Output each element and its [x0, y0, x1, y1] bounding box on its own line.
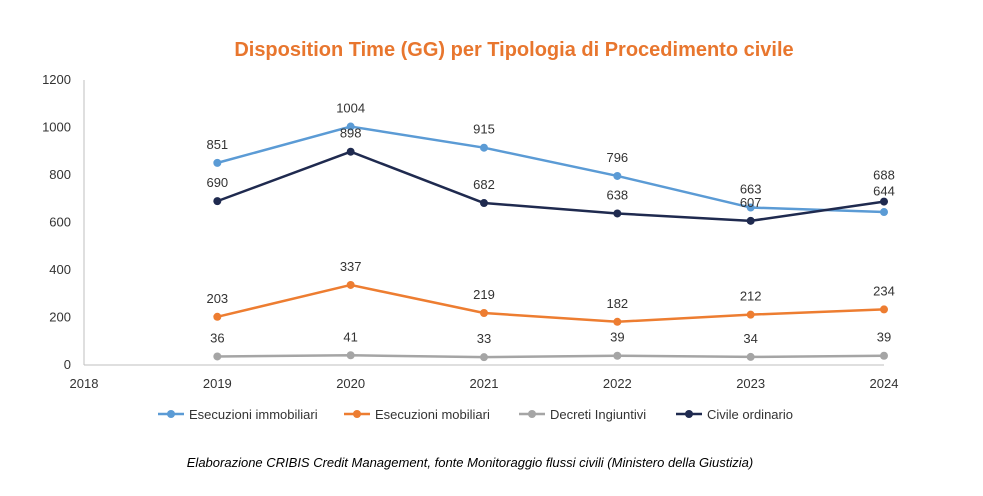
legend-item-esecuzioni-immobiliari: Esecuzioni immobiliari: [158, 407, 318, 422]
legend-label: Esecuzioni immobiliari: [189, 407, 318, 422]
legend-label: Decreti Ingiuntivi: [550, 407, 646, 422]
data-label: 41: [343, 329, 357, 344]
legend-swatch-marker: [353, 410, 361, 418]
data-label: 39: [610, 330, 624, 345]
data-point: [880, 197, 888, 206]
data-label: 682: [473, 177, 495, 192]
data-label: 644: [873, 184, 895, 199]
data-point: [213, 197, 222, 206]
data-point: [746, 203, 755, 212]
data-point: [213, 352, 222, 361]
y-tick-label: 0: [64, 357, 71, 372]
series-layer: [213, 122, 888, 362]
data-point: [613, 209, 622, 218]
data-label: 898: [340, 126, 362, 141]
data-point: [346, 122, 355, 131]
data-label: 219: [473, 287, 495, 302]
data-label: 638: [606, 187, 628, 202]
y-tick-label: 1200: [42, 72, 71, 87]
data-label: 33: [477, 331, 491, 346]
legend-label: Civile ordinario: [707, 407, 793, 422]
data-point: [213, 312, 222, 321]
data-labels: 851 1004 915 796 663 644 203 337 219 182 212 234 36 4…: [206, 101, 894, 347]
data-point: [880, 351, 888, 360]
data-label: 688: [873, 168, 895, 183]
data-point: [880, 305, 888, 314]
data-point: [480, 308, 488, 317]
data-label: 34: [743, 331, 757, 346]
data-point: [480, 353, 488, 362]
legend-swatch-marker: [528, 410, 536, 418]
legend: Esecuzioni immobiliari Esecuzioni mobilia…: [158, 407, 793, 422]
legend-item-civile-ordinario: Civile ordinario: [676, 407, 793, 422]
y-tick-label: 800: [49, 167, 71, 182]
data-point: [880, 208, 888, 217]
data-label: 851: [206, 137, 228, 152]
data-point: [213, 158, 222, 167]
data-label: 607: [740, 195, 762, 210]
data-label: 212: [740, 289, 762, 304]
data-point: [346, 147, 355, 156]
data-point: [746, 352, 755, 361]
x-tick-label: 2018: [70, 376, 99, 391]
series-line: [216, 150, 886, 223]
series-civile-ordinario: [213, 147, 888, 225]
y-tick-label: 200: [49, 310, 71, 325]
x-tick-label: 2022: [603, 376, 632, 391]
data-label: 663: [740, 182, 762, 197]
data-point: [346, 280, 355, 289]
data-point: [613, 317, 622, 326]
data-label: 690: [206, 175, 228, 190]
y-tick-label: 400: [49, 262, 71, 277]
data-label: 337: [340, 259, 362, 274]
x-tick-label: 2019: [203, 376, 232, 391]
legend-item-decreti-ingiuntivi: Decreti Ingiuntivi: [519, 407, 646, 422]
data-label: 796: [606, 150, 628, 165]
legend-swatch-marker: [685, 410, 693, 418]
chart-title: Disposition Time (GG) per Tipologia di P…: [234, 39, 793, 61]
series-line: [216, 283, 886, 324]
series-line: [216, 354, 886, 359]
data-label: 182: [606, 296, 628, 311]
data-label: 203: [206, 291, 228, 306]
x-tick-label: 2024: [870, 376, 899, 391]
series-line: [216, 125, 886, 214]
y-tick-label: 1000: [42, 120, 71, 135]
series-decreti-ingiuntivi: [213, 351, 888, 362]
axes: 0 200 400 600 800 1000 1200 2018 2019 2020 2021 202…: [42, 72, 898, 391]
data-label: 1004: [336, 101, 365, 116]
series-esecuzioni-mobiliari: [213, 280, 888, 326]
x-tick-label: 2021: [470, 376, 499, 391]
y-tick-label: 600: [49, 215, 71, 230]
x-tick-label: 2023: [736, 376, 765, 391]
data-point: [346, 351, 355, 360]
data-point: [613, 171, 622, 180]
x-tick-label: 2020: [336, 376, 365, 391]
data-label: 36: [210, 330, 224, 345]
legend-label: Esecuzioni mobiliari: [375, 407, 490, 422]
series-esecuzioni-immobiliari: [213, 122, 888, 217]
source-caption: Elaborazione CRIBIS Credit Management, f…: [187, 455, 753, 470]
data-point: [480, 143, 488, 152]
data-label: 234: [873, 283, 895, 298]
data-point: [746, 310, 755, 319]
legend-swatch-marker: [167, 410, 175, 418]
legend-item-esecuzioni-mobiliari: Esecuzioni mobiliari: [344, 407, 490, 422]
data-point: [613, 351, 622, 360]
data-point: [746, 216, 755, 225]
data-label: 915: [473, 122, 495, 137]
data-point: [480, 199, 488, 208]
data-label: 39: [877, 330, 891, 345]
